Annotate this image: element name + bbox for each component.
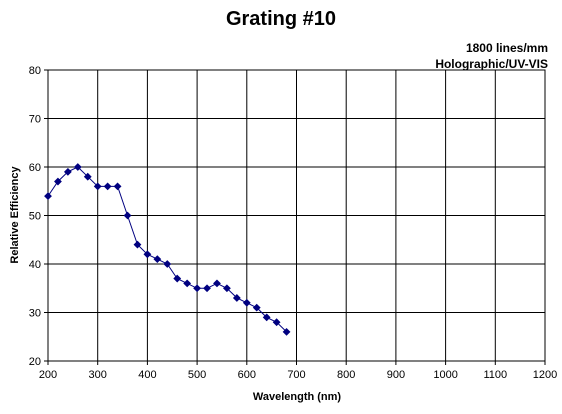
y-tick-label: 80	[29, 65, 41, 77]
series-layer	[44, 163, 291, 336]
data-point	[103, 182, 112, 191]
data-point	[223, 284, 231, 293]
data-point	[44, 192, 52, 201]
x-tick-label: 1000	[433, 369, 457, 381]
data-point	[123, 211, 132, 220]
data-point	[193, 284, 202, 293]
x-tick-label: 1200	[533, 369, 557, 381]
x-tick-label: 200	[39, 369, 57, 381]
x-tick-label: 700	[287, 369, 305, 381]
tick-layer: 20 30 40 50 60 70 80 200 300 400 500 600 700 800 900 10…	[29, 65, 557, 381]
x-tick-label: 500	[188, 369, 206, 381]
subtitle-line-2: Holographic/UV-VIS	[435, 57, 548, 71]
x-tick-label: 900	[387, 369, 405, 381]
y-tick-label: 70	[29, 114, 41, 126]
y-axis-label: Relative Efficiency	[9, 166, 21, 264]
y-tick-label: 20	[29, 356, 41, 368]
subtitle-line-1: 1800 lines/mm	[465, 41, 548, 55]
data-point	[173, 274, 182, 283]
data-point	[83, 172, 92, 181]
data-point	[143, 250, 152, 259]
x-tick-label: 400	[138, 369, 156, 381]
x-tick-label: 1100	[483, 369, 507, 381]
data-point	[232, 294, 241, 302]
data-point	[93, 182, 102, 191]
data-point	[213, 279, 221, 288]
data-point	[252, 303, 261, 312]
data-point	[183, 279, 192, 288]
series-line	[47, 166, 287, 333]
data-point	[242, 298, 251, 307]
data-point	[163, 260, 172, 268]
data-point	[153, 255, 162, 264]
y-tick-label: 50	[29, 211, 41, 223]
x-axis-label: Wavelength (nm)	[253, 391, 342, 403]
chart-subtitle: 1800 lines/mm Holographic/UV-VIS	[435, 40, 548, 72]
data-point	[113, 182, 122, 191]
data-point	[73, 163, 82, 171]
x-tick-label: 800	[337, 369, 355, 381]
data-point	[133, 240, 142, 249]
data-point	[54, 177, 62, 186]
data-point	[203, 284, 211, 293]
data-point	[282, 327, 291, 336]
chart-title: Grating #10	[225, 8, 337, 30]
grid-layer	[47, 69, 546, 362]
data-point	[63, 167, 72, 176]
x-tick-label: 600	[238, 369, 256, 381]
data-point	[262, 313, 271, 322]
y-tick-label: 30	[29, 308, 41, 320]
x-tick-label: 300	[89, 369, 107, 381]
y-tick-label: 40	[29, 259, 41, 271]
y-tick-label: 60	[29, 162, 41, 174]
data-point	[272, 318, 281, 327]
